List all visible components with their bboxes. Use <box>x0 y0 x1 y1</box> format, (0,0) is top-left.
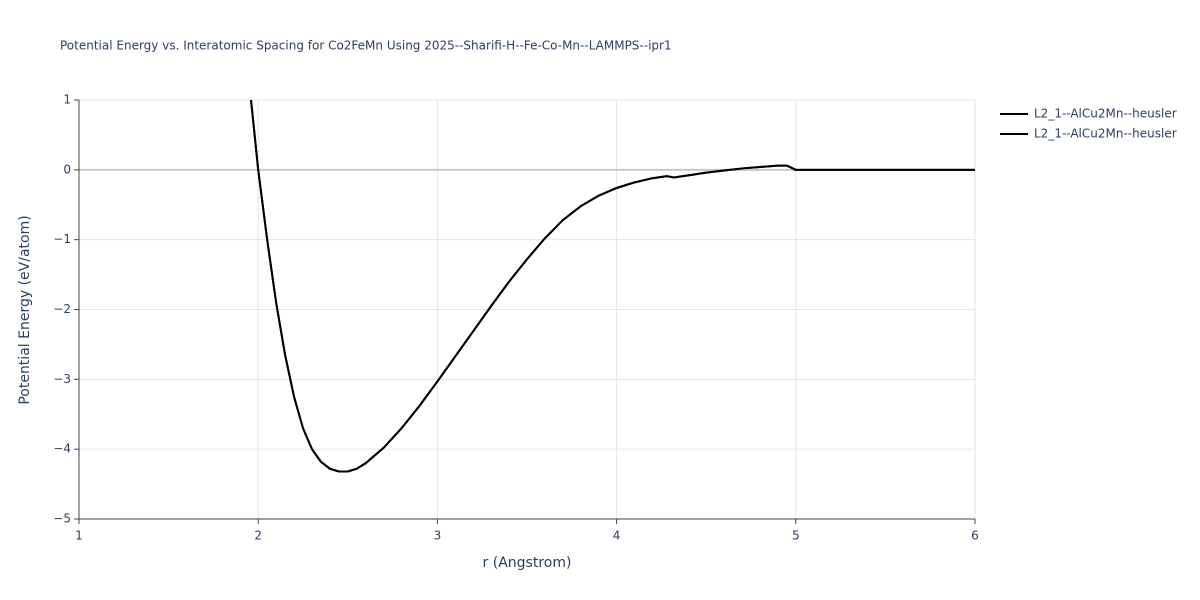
y-tick-label: −4 <box>53 442 71 456</box>
y-tick-label: 0 <box>63 162 71 176</box>
line-series <box>250 99 975 473</box>
x-tick-label: 5 <box>792 529 800 543</box>
line-series <box>250 99 975 473</box>
y-tick-label: 1 <box>63 93 71 107</box>
x-tick-label: 1 <box>75 529 83 543</box>
x-tick-label: 3 <box>434 529 442 543</box>
legend-label: L2_1--AlCu2Mn--heusler <box>1034 127 1177 141</box>
x-axis-label: r (Angstrom) <box>483 555 572 571</box>
y-tick-label: −5 <box>53 512 71 526</box>
x-tick-label: 4 <box>613 529 621 543</box>
legend-label: L2_1--AlCu2Mn--heusler <box>1034 107 1177 121</box>
x-tick-label: 6 <box>971 529 979 543</box>
y-axis-label: Potential Energy (eV/atom) <box>17 215 33 404</box>
y-tick-label: −3 <box>53 372 71 386</box>
x-tick-label: 2 <box>254 529 262 543</box>
chart-title: Potential Energy vs. Interatomic Spacing… <box>60 39 672 53</box>
y-tick-label: −2 <box>53 302 71 316</box>
y-tick-label: −1 <box>53 232 71 246</box>
